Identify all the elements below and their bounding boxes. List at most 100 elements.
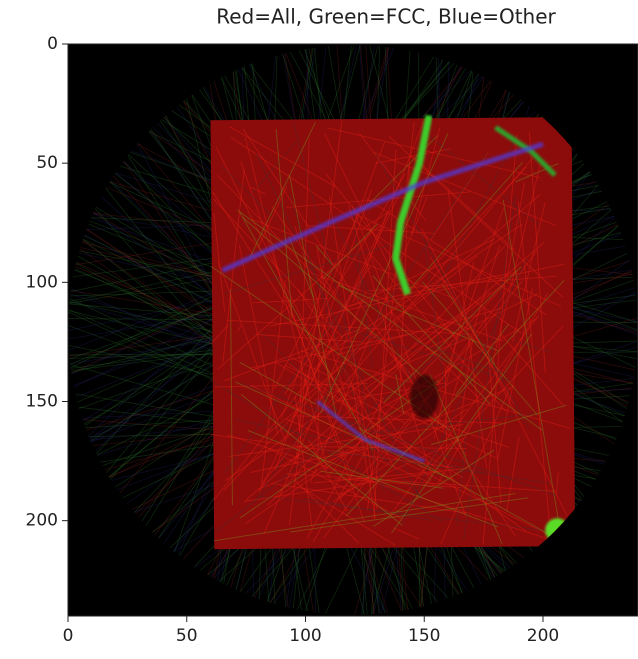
streak xyxy=(257,185,288,247)
streak xyxy=(280,141,386,420)
streak xyxy=(431,325,564,467)
streak xyxy=(260,280,286,486)
x-tick-label: 100 xyxy=(289,626,321,646)
streak xyxy=(430,256,515,406)
streak xyxy=(340,271,518,308)
streak xyxy=(344,413,534,437)
streak xyxy=(372,151,557,226)
streak xyxy=(338,285,500,352)
streak xyxy=(327,127,541,179)
streak xyxy=(290,497,529,533)
streak xyxy=(230,136,522,334)
streak xyxy=(445,367,448,452)
streak xyxy=(324,238,495,319)
chart-title: Red=All, Green=FCC, Blue=Other xyxy=(216,5,556,29)
streak xyxy=(261,332,423,498)
streak xyxy=(258,187,403,493)
streak xyxy=(362,283,505,392)
green-feature xyxy=(494,125,557,177)
streak xyxy=(249,186,266,195)
streak xyxy=(247,430,499,528)
streak xyxy=(338,450,385,501)
y-tick-label: 0 xyxy=(47,34,58,54)
streak xyxy=(516,206,519,225)
streak xyxy=(433,261,475,439)
streak xyxy=(352,120,424,303)
streak xyxy=(228,424,464,457)
streak xyxy=(555,472,559,497)
streak xyxy=(276,362,464,479)
streak xyxy=(225,279,364,473)
streak xyxy=(345,280,565,517)
streak xyxy=(235,381,448,479)
streak xyxy=(391,311,480,400)
streak xyxy=(319,223,523,360)
streak xyxy=(286,418,436,486)
streak xyxy=(254,152,488,503)
y-tick-label: 150 xyxy=(26,392,58,412)
streak xyxy=(222,167,277,221)
streak xyxy=(324,133,392,270)
streak xyxy=(427,134,539,226)
red-region xyxy=(210,117,576,550)
streak xyxy=(373,149,397,520)
streak xyxy=(389,314,540,517)
streak xyxy=(395,373,405,415)
streak xyxy=(267,447,402,519)
streak xyxy=(265,407,301,436)
streak xyxy=(293,478,360,544)
streak xyxy=(335,307,503,356)
streak xyxy=(242,128,517,537)
streak xyxy=(325,173,456,338)
x-tick-label: 50 xyxy=(176,626,198,646)
green-feature xyxy=(392,114,433,296)
streak xyxy=(411,154,515,251)
streak xyxy=(368,275,557,292)
streak xyxy=(299,138,310,428)
streak xyxy=(252,298,328,304)
streak xyxy=(269,263,566,327)
y-tick-label: 50 xyxy=(36,153,58,173)
streak xyxy=(456,437,467,525)
image-content xyxy=(68,45,638,615)
image xyxy=(68,44,638,616)
streak xyxy=(273,202,366,390)
streak xyxy=(238,244,279,435)
streak xyxy=(351,208,373,368)
streak xyxy=(210,324,229,345)
y-tick-label: 100 xyxy=(26,272,58,292)
x-tick-label: 0 xyxy=(63,626,74,646)
streak xyxy=(366,121,415,511)
streak xyxy=(272,483,467,514)
streak xyxy=(309,196,428,484)
streak xyxy=(214,383,368,388)
streak xyxy=(324,321,514,383)
streak xyxy=(261,156,534,484)
streak xyxy=(310,272,504,342)
streak xyxy=(286,473,555,492)
streak xyxy=(213,493,516,542)
streak xyxy=(372,449,494,527)
streak xyxy=(230,288,233,506)
streak xyxy=(436,292,549,485)
streak xyxy=(317,323,320,462)
streak xyxy=(312,447,368,542)
streak xyxy=(213,198,344,339)
streak xyxy=(429,374,503,545)
streak xyxy=(341,437,464,495)
streak xyxy=(320,470,444,489)
streak xyxy=(444,207,505,376)
streak xyxy=(267,245,506,506)
streak xyxy=(430,404,567,446)
streak xyxy=(249,333,408,369)
streak xyxy=(210,434,453,468)
streak xyxy=(365,197,547,316)
streak xyxy=(297,289,432,482)
streak xyxy=(239,379,440,519)
streak xyxy=(258,385,515,490)
streak xyxy=(223,166,527,491)
streak xyxy=(499,333,564,406)
streak xyxy=(274,188,373,471)
streak xyxy=(223,328,361,382)
streak xyxy=(243,242,545,503)
